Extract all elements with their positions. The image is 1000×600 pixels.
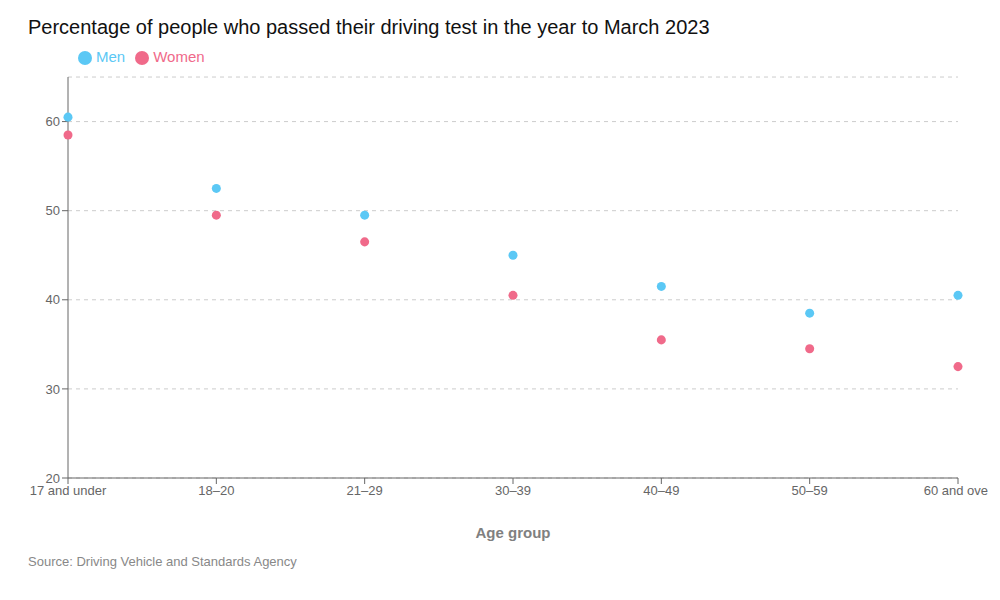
svg-text:20: 20 (46, 471, 60, 486)
html-text:Percentage of people who passe: Percentage of people who passed their dr… (28, 16, 710, 38)
svg-text:50: 50 (46, 203, 60, 218)
html-text:Women: Women (153, 48, 205, 65)
svg-text:40–49: 40–49 (643, 483, 679, 498)
html-text:Source: Driving Vehicle and St: Source: Driving Vehicle and Standards Ag… (28, 554, 297, 569)
svg-text:60 and over: 60 and over (924, 483, 988, 498)
svg-text:30: 30 (46, 382, 60, 397)
html-text:Men: Men (96, 48, 126, 65)
svg-text:30–39: 30–39 (495, 483, 531, 498)
svg-text:40: 40 (46, 292, 60, 307)
svg-text:18–20: 18–20 (198, 483, 234, 498)
svg-text:Age group: Age group (476, 524, 551, 541)
svg-text:17 and under: 17 and under (30, 483, 107, 498)
svg-text:60: 60 (46, 114, 60, 129)
svg-text:21–29: 21–29 (347, 483, 383, 498)
svg-text:50–59: 50–59 (792, 483, 828, 498)
